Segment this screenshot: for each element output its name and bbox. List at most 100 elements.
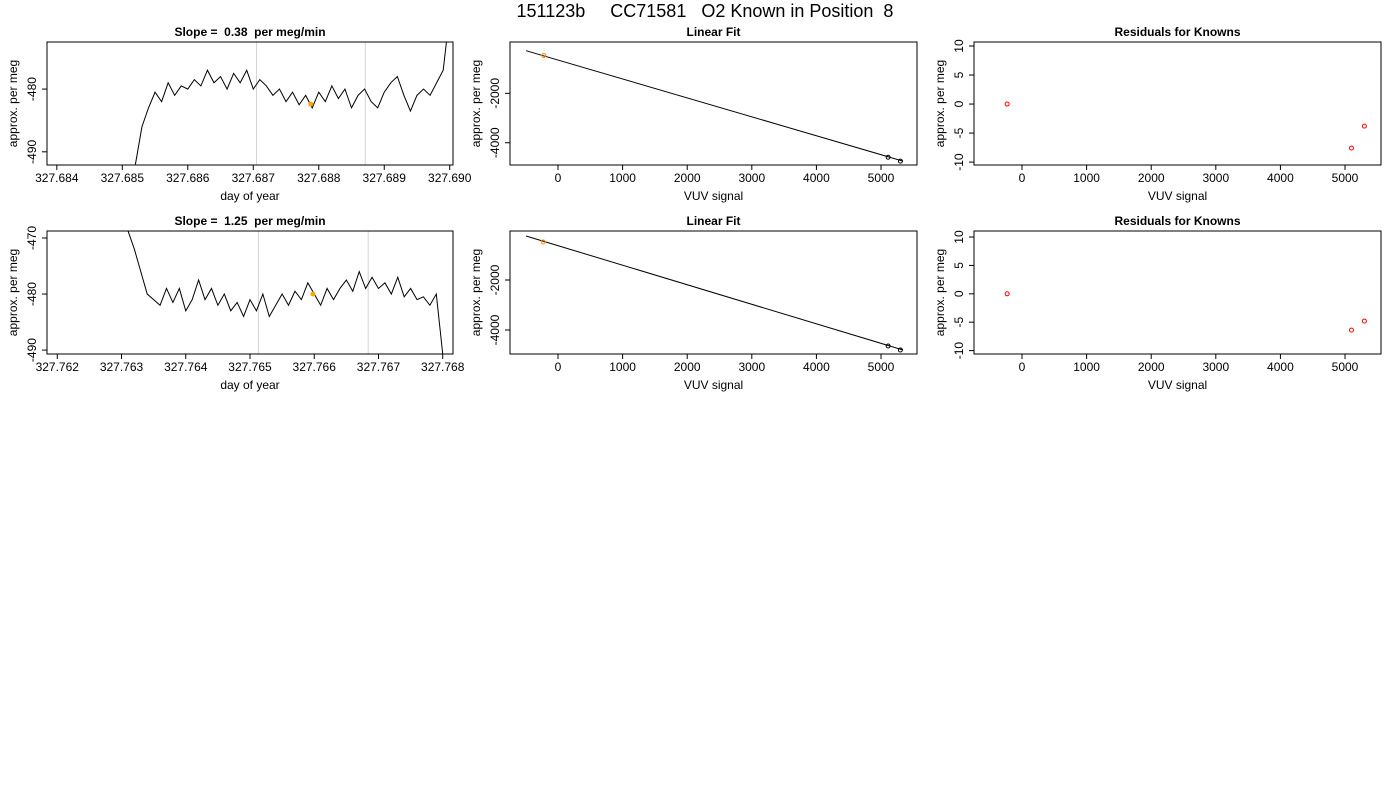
x-tick-label: 2000 [1138, 171, 1165, 185]
x-tick-label: 3000 [738, 360, 765, 374]
point [541, 53, 547, 59]
y-tick-label: -2000 [488, 264, 502, 295]
y-axis-label: approx. per meg [6, 60, 20, 147]
fit-line [525, 235, 904, 351]
y-axis-label: approx. per meg [933, 60, 947, 147]
panel-title: Slope = 0.38 per meg/min [174, 25, 325, 39]
x-tick-label: 3000 [738, 171, 765, 185]
x-tick-label: 327.763 [100, 360, 144, 374]
y-tick-label: -480 [25, 77, 39, 101]
highlight-point [310, 291, 316, 297]
y-tick-label: -470 [25, 226, 39, 250]
point [1361, 123, 1367, 129]
y-tick-label: -2000 [488, 78, 502, 109]
y-tick-label: 5 [952, 262, 966, 269]
plot-frame [509, 41, 918, 166]
y-tick-label: -4000 [488, 127, 502, 158]
plot-frame [46, 41, 454, 166]
y-tick-label: 10 [952, 230, 966, 244]
y-tick-label: 0 [952, 100, 966, 107]
plot-frame [973, 230, 1382, 355]
panel: Linear Fit VUV signal approx. per meg 0 1000… [469, 25, 918, 203]
plot-area [1004, 291, 1367, 333]
panel: Residuals for Knowns VUV signal approx. pe… [933, 214, 1382, 392]
y-tick-label: 10 [952, 39, 966, 53]
x-tick-label: 327.765 [228, 360, 272, 374]
plot-area [127, 231, 444, 354]
plot-area [134, 42, 447, 165]
y-tick-label: -4000 [488, 314, 502, 345]
y-axis-label: approx. per meg [933, 249, 947, 336]
point [1004, 291, 1010, 297]
x-tick-label: 4000 [803, 360, 830, 374]
x-tick-label: 0 [1019, 171, 1026, 185]
panel-title: Linear Fit [686, 25, 740, 39]
x-tick-label: 3000 [1202, 360, 1229, 374]
y-tick-label: 5 [952, 71, 966, 78]
panel-title: Linear Fit [686, 214, 740, 228]
panel: Residuals for Knowns VUV signal approx. pe… [933, 25, 1382, 203]
y-axis-label: approx. per meg [6, 249, 20, 336]
plot-area [525, 50, 904, 164]
x-tick-label: 5000 [868, 171, 895, 185]
x-tick-label: 327.687 [232, 171, 276, 185]
y-tick-label: -480 [25, 282, 39, 306]
x-tick-label: 327.762 [36, 360, 80, 374]
x-tick-label: 5000 [1332, 360, 1359, 374]
point [1361, 318, 1367, 324]
x-tick-label: 2000 [1138, 360, 1165, 374]
y-tick-label: -490 [25, 139, 39, 163]
point [1348, 145, 1354, 151]
x-axis-label: day of year [220, 189, 279, 203]
y-tick-label: -5 [952, 127, 966, 138]
x-tick-label: 3000 [1202, 171, 1229, 185]
plot-frame [509, 230, 918, 355]
x-tick-label: 327.766 [293, 360, 337, 374]
panel: Slope = 1.25 per meg/min day of year appro… [6, 214, 465, 392]
y-tick-label: -10 [952, 342, 966, 360]
x-tick-label: 1000 [609, 360, 636, 374]
x-tick-label: 5000 [1332, 171, 1359, 185]
y-tick-label: -490 [25, 338, 39, 362]
point [885, 343, 891, 349]
y-tick-label: -5 [952, 317, 966, 328]
x-axis-label: VUV signal [684, 189, 743, 203]
x-tick-label: 2000 [674, 171, 701, 185]
x-tick-label: 327.688 [297, 171, 341, 185]
x-tick-label: 0 [555, 171, 562, 185]
highlight-point [308, 101, 314, 107]
y-axis-label: approx. per meg [469, 249, 483, 336]
panel: Slope = 0.38 per meg/min day of year appro… [6, 25, 472, 203]
point [897, 347, 903, 353]
x-axis-label: VUV signal [1148, 189, 1207, 203]
x-tick-label: 327.685 [101, 171, 145, 185]
x-tick-label: 5000 [868, 360, 895, 374]
plot-area [525, 235, 904, 353]
y-tick-label: -10 [952, 153, 966, 171]
x-axis-label: day of year [220, 378, 279, 392]
figure-title: 151123b CC71581 O2 Known in Position 8 [517, 1, 894, 21]
x-axis-label: VUV signal [684, 378, 743, 392]
x-axis-label: VUV signal [1148, 378, 1207, 392]
x-tick-label: 327.767 [357, 360, 401, 374]
x-tick-label: 0 [555, 360, 562, 374]
plot-frame [973, 41, 1382, 166]
x-tick-label: 327.686 [166, 171, 210, 185]
x-tick-label: 327.684 [35, 171, 79, 185]
plot-frame [46, 230, 454, 355]
x-tick-label: 1000 [1073, 360, 1100, 374]
x-tick-label: 327.768 [421, 360, 465, 374]
x-tick-label: 327.764 [164, 360, 208, 374]
point [540, 239, 546, 245]
x-tick-label: 4000 [803, 171, 830, 185]
x-tick-label: 327.689 [363, 171, 407, 185]
point [885, 154, 891, 160]
x-tick-label: 1000 [609, 171, 636, 185]
y-tick-label: 0 [952, 290, 966, 297]
x-tick-label: 2000 [674, 360, 701, 374]
point [1004, 101, 1010, 107]
series-line [134, 42, 447, 165]
x-tick-label: 4000 [1267, 360, 1294, 374]
x-tick-label: 327.690 [428, 171, 472, 185]
y-axis-label: approx. per meg [469, 60, 483, 147]
